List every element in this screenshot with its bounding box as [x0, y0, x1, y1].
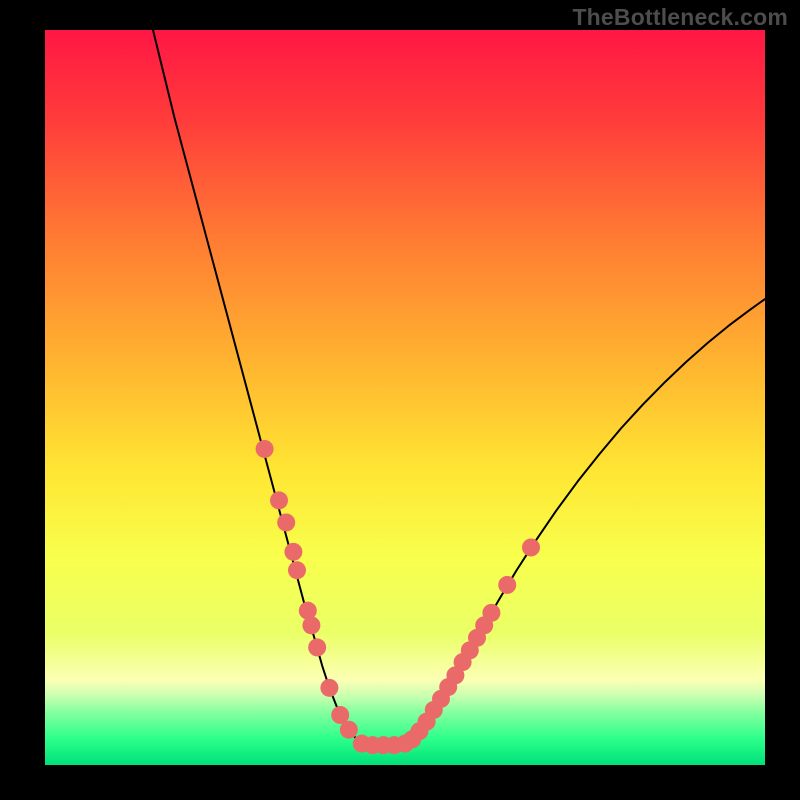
data-marker	[320, 679, 338, 697]
gradient-background	[45, 30, 765, 765]
data-marker	[288, 561, 306, 579]
data-marker	[308, 638, 326, 656]
chart-svg	[0, 0, 800, 800]
data-marker	[270, 491, 288, 509]
data-marker	[340, 721, 358, 739]
data-marker	[482, 604, 500, 622]
data-marker	[256, 440, 274, 458]
frame: TheBottleneck.com	[0, 0, 800, 800]
data-marker	[302, 616, 320, 634]
watermark-text: TheBottleneck.com	[572, 4, 788, 31]
data-marker	[277, 513, 295, 531]
data-marker	[284, 543, 302, 561]
data-marker	[522, 538, 540, 556]
data-marker	[498, 576, 516, 594]
